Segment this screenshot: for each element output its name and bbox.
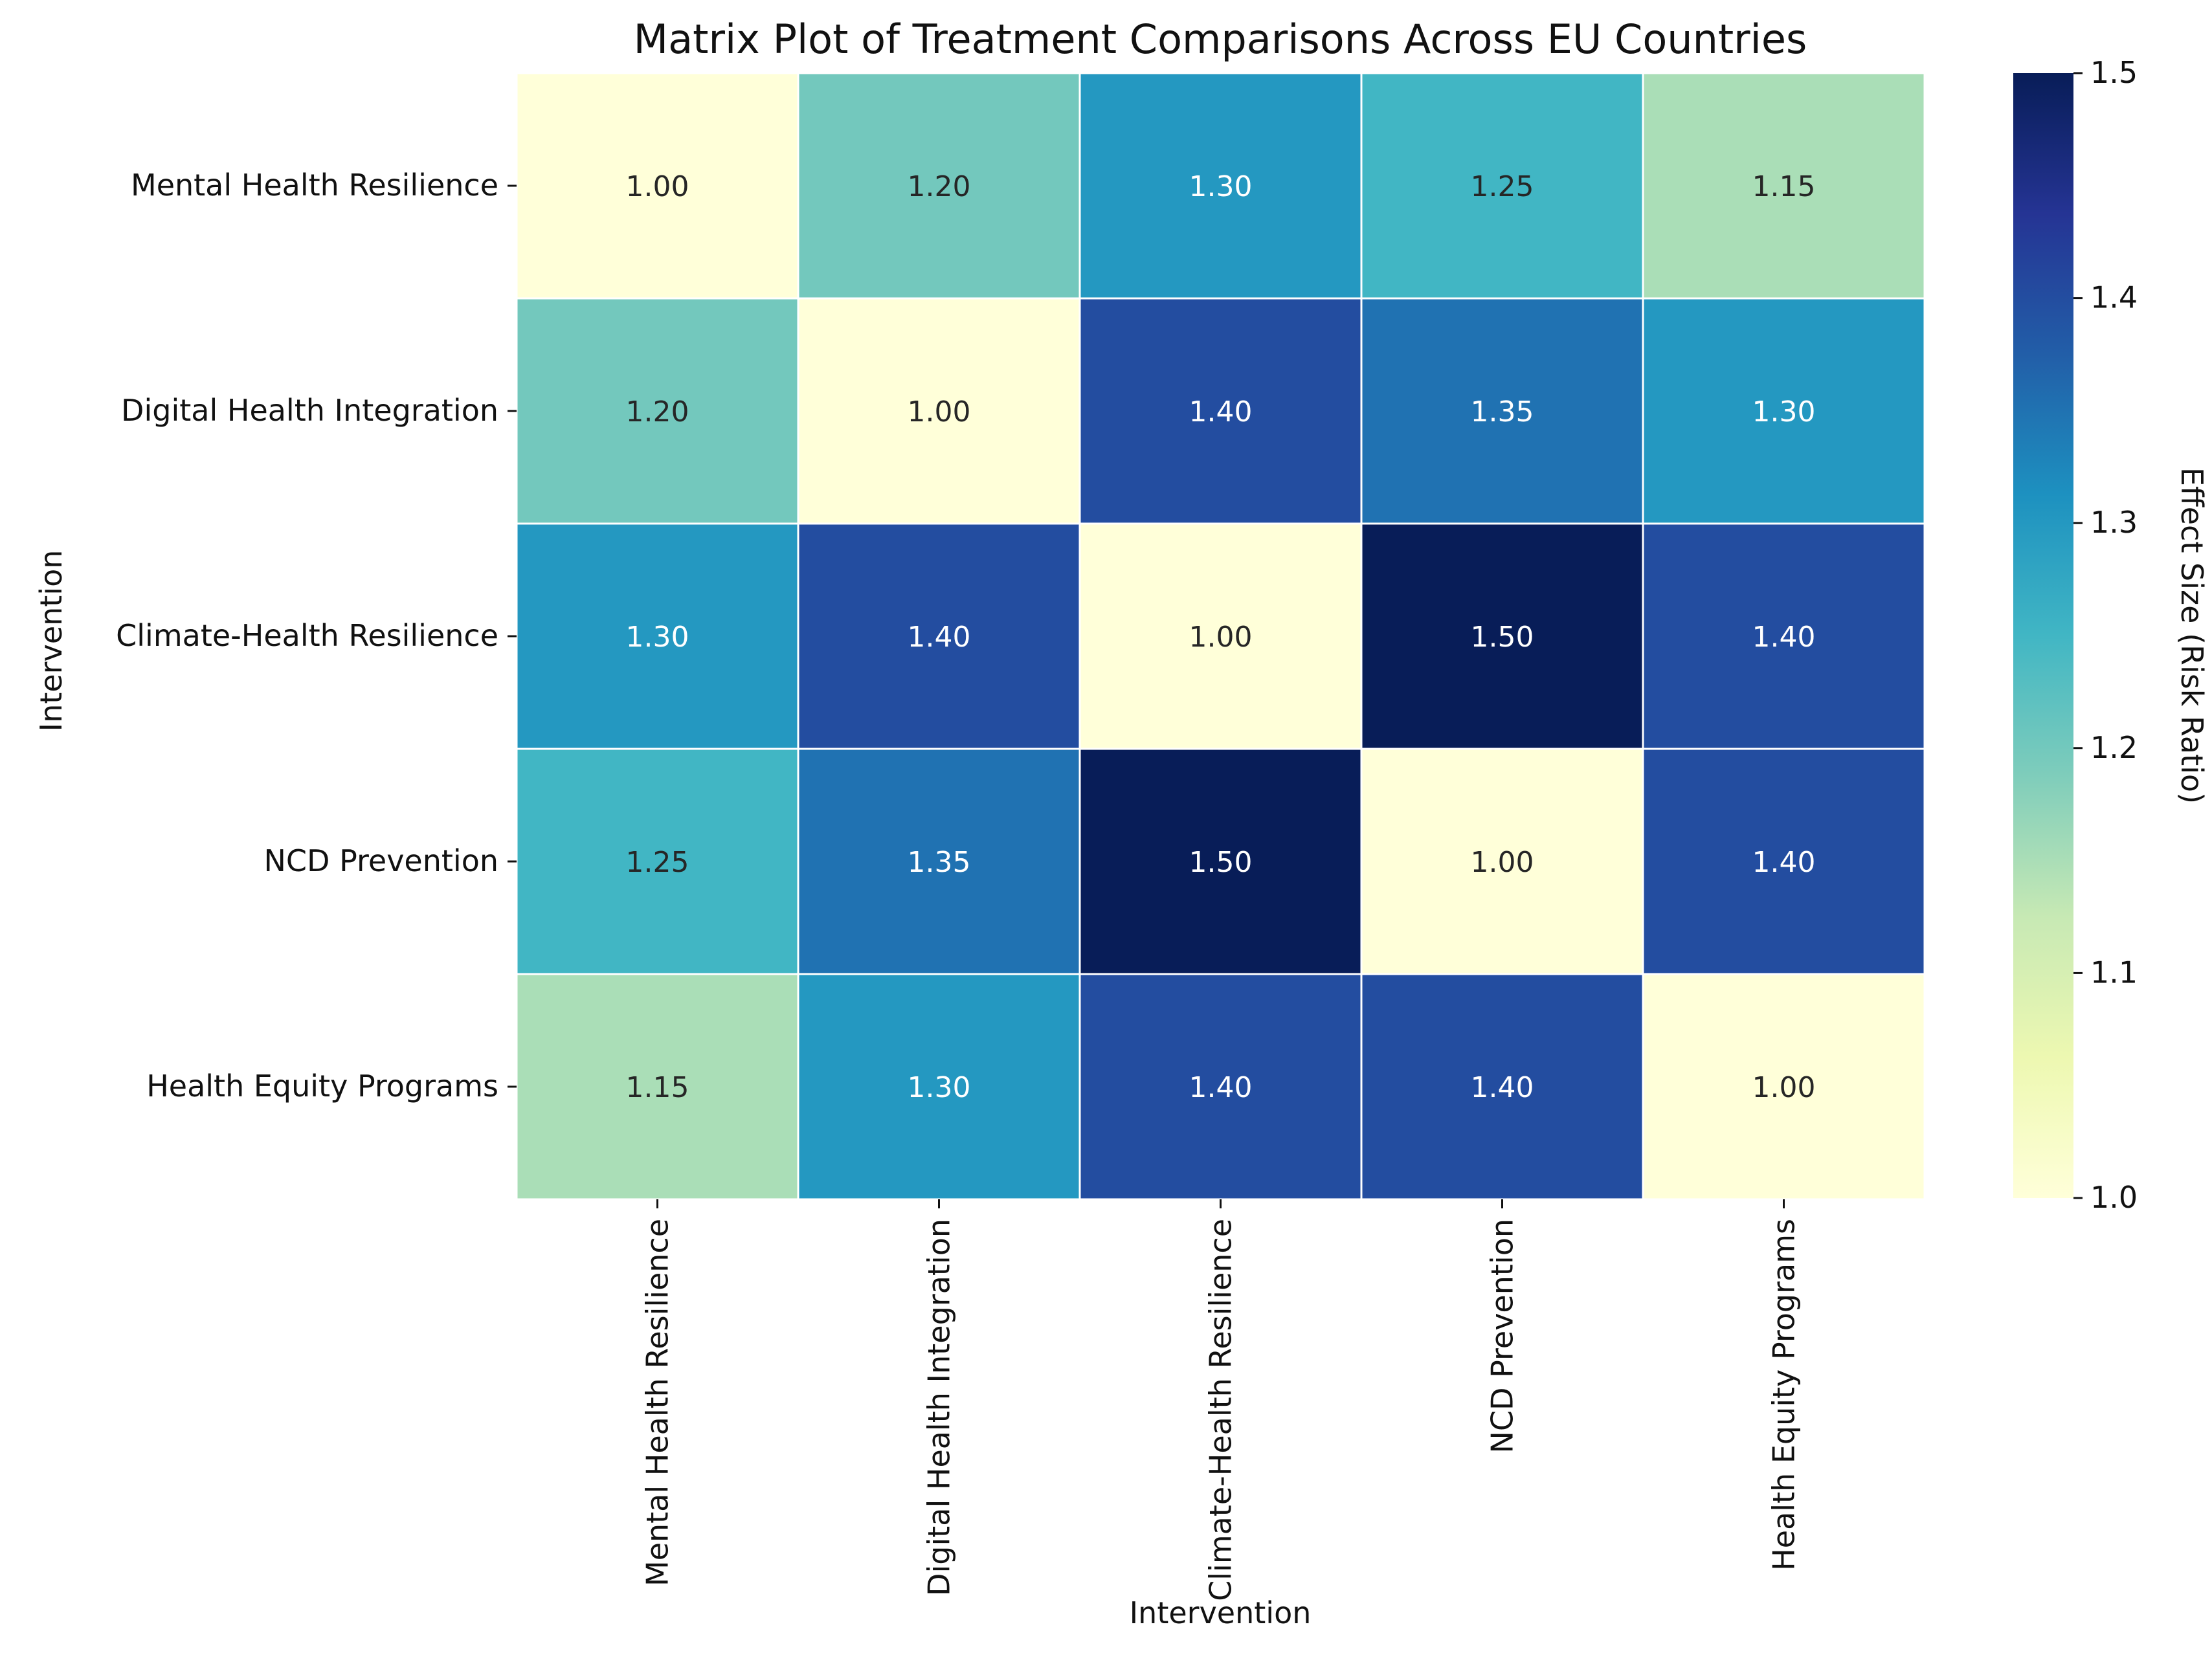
x-tick-labels: Mental Health Resilience Digital Health I… — [640, 1199, 1802, 1601]
colorbar — [2013, 73, 2073, 1198]
cell-value-label: 1.40 — [908, 621, 971, 654]
heatmap-cell — [1360, 522, 1644, 750]
heatmap-cell — [515, 973, 799, 1201]
x-tick-label: Digital Health Integration — [922, 1219, 957, 1596]
cell-value-label: 1.40 — [1752, 621, 1816, 654]
cell-value-label: 1.00 — [908, 395, 971, 428]
y-tick-label: NCD Prevention — [264, 843, 499, 878]
colorbar-tick-label: 1.4 — [2090, 280, 2138, 315]
heatmap-cell — [1360, 748, 1644, 975]
y-tick-label: Climate-Health Resilience — [116, 618, 498, 653]
chart-title: Matrix Plot of Treatment Comparisons Acr… — [634, 16, 1807, 63]
heatmap-cell — [1078, 522, 1363, 750]
cell-value-label: 1.00 — [1189, 621, 1253, 654]
cell-value-label: 1.20 — [908, 170, 971, 203]
x-axis-label: Intervention — [1130, 1595, 1312, 1630]
cell-value-label: 1.50 — [1189, 846, 1253, 879]
cell-value-label: 1.00 — [1471, 846, 1534, 879]
colorbar-tick-label: 1.3 — [2090, 505, 2138, 540]
y-tick-label: Health Equity Programs — [146, 1069, 498, 1104]
cell-value-label: 1.25 — [1471, 170, 1534, 203]
cell-value-label: 1.25 — [626, 846, 689, 879]
cell-value-label: 1.50 — [1471, 621, 1534, 654]
heatmap-cell — [1642, 522, 1926, 750]
heatmap-cell — [1078, 973, 1363, 1201]
x-tick-label: Climate-Health Resilience — [1203, 1219, 1238, 1601]
heatmap-cell — [1078, 297, 1363, 525]
heatmap-cell — [1642, 973, 1926, 1201]
cell-value-label: 1.00 — [626, 170, 689, 203]
colorbar-tick-label: 1.2 — [2090, 730, 2138, 765]
colorbar-label: Effect Size (Risk Ratio) — [2174, 467, 2209, 804]
heatmap-cell — [1078, 748, 1363, 975]
cell-value-label: 1.30 — [1752, 395, 1816, 428]
heatmap-cell — [1642, 748, 1926, 975]
cell-value-label: 1.00 — [1752, 1071, 1816, 1104]
colorbar-tick-label: 1.1 — [2090, 955, 2138, 990]
heatmap-cell — [1360, 72, 1644, 300]
heatmap-cell — [515, 297, 799, 525]
y-tick-label: Mental Health Resilience — [131, 168, 498, 203]
cell-value-label: 1.30 — [1189, 170, 1253, 203]
heatmap-cell — [1642, 72, 1926, 300]
colorbar-ticks: 1.0 1.1 1.2 1.3 1.4 1.5 — [2073, 55, 2138, 1215]
heatmap-cell — [1078, 72, 1363, 300]
cell-value-label: 1.40 — [1189, 1071, 1253, 1104]
heatmap-cell — [797, 522, 1081, 750]
cell-value-label: 1.40 — [1752, 846, 1816, 879]
heatmap-cell — [797, 973, 1081, 1201]
cell-value-label: 1.35 — [1471, 395, 1534, 428]
heatmap-cell — [1642, 297, 1926, 525]
cell-value-label: 1.35 — [908, 846, 971, 879]
cell-value-label: 1.15 — [626, 1071, 689, 1104]
x-tick-label: Mental Health Resilience — [640, 1219, 675, 1586]
colorbar-tick-label: 1.0 — [2090, 1180, 2138, 1215]
y-tick-labels: Mental Health Resilience Digital Health I… — [116, 168, 517, 1104]
colorbar-tick-label: 1.5 — [2090, 55, 2138, 90]
heatmap-cell — [797, 748, 1081, 975]
cell-value-label: 1.30 — [626, 621, 689, 654]
cell-value-label: 1.15 — [1752, 170, 1816, 203]
heatmap-cell — [515, 72, 799, 300]
heatmap-cells: 1.00 1.20 1.30 1.25 1.15 1.20 1.00 1.40 1.35 1.30… — [515, 72, 1926, 1201]
y-axis-label: Intervention — [34, 550, 69, 732]
x-tick-label: Health Equity Programs — [1767, 1219, 1802, 1571]
cell-value-label: 1.20 — [626, 395, 689, 428]
cell-value-label: 1.30 — [908, 1071, 971, 1104]
y-tick-label: Digital Health Integration — [121, 393, 498, 428]
x-tick-label: NCD Prevention — [1485, 1219, 1520, 1454]
cell-value-label: 1.40 — [1189, 395, 1253, 428]
heatmap-cell — [797, 72, 1081, 300]
cell-value-label: 1.40 — [1471, 1071, 1534, 1104]
